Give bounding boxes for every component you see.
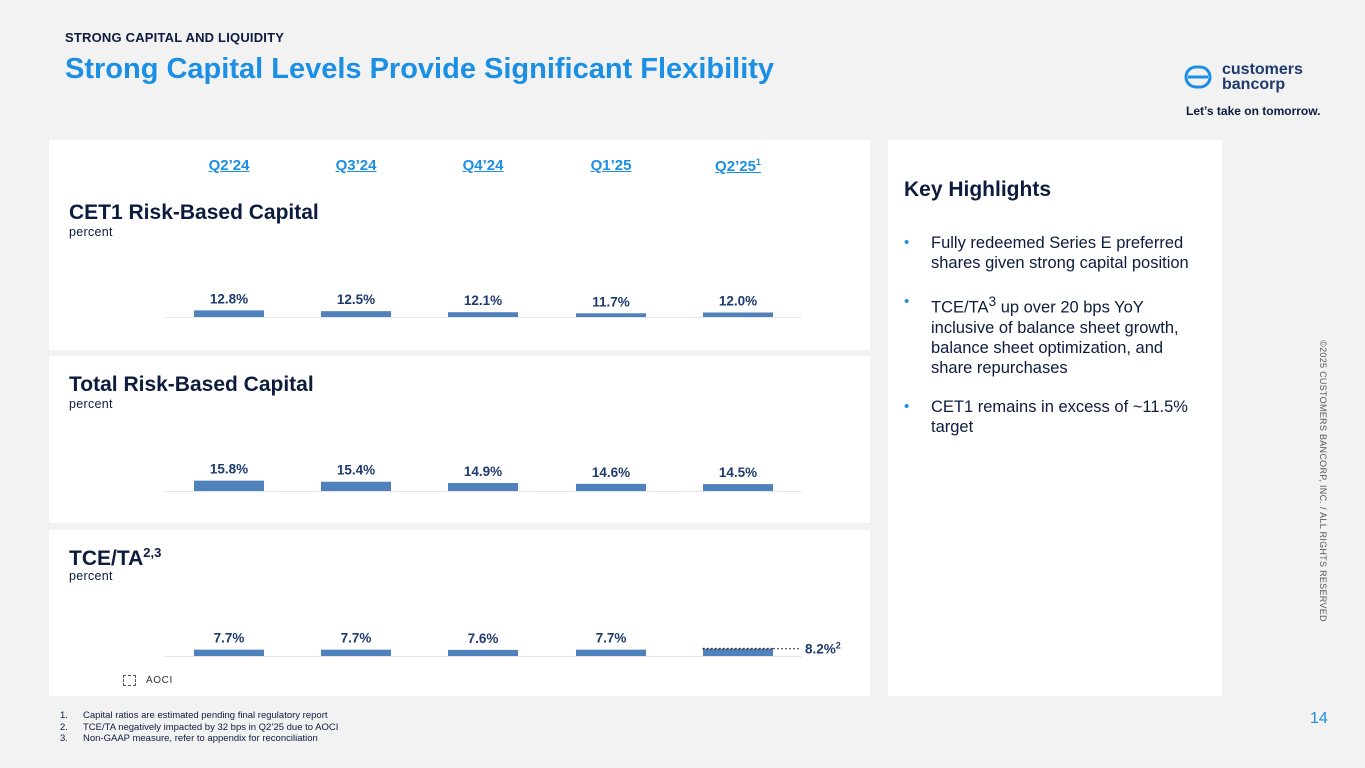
bar-value-label: 14.5% bbox=[719, 465, 757, 480]
aoci-segment bbox=[702, 647, 774, 650]
bar bbox=[448, 483, 518, 491]
footnote-text: Non-GAAP measure, refer to appendix for … bbox=[83, 733, 318, 744]
quarter-label: Q1’25 bbox=[590, 157, 632, 174]
bar-value-label: 7.7% bbox=[596, 631, 627, 646]
highlights-title: Key Highlights bbox=[904, 178, 1052, 201]
copyright-notice: ©2025 CUSTOMERS BANCORP, INC. / ALL RIGH… bbox=[1318, 340, 1328, 622]
bar-value-label: 15.8% bbox=[210, 462, 248, 477]
bar-value-label: 7.7% bbox=[214, 631, 245, 646]
highlight-text: TCE/TA bbox=[931, 298, 989, 317]
bar-value-label: 14.9% bbox=[464, 464, 502, 479]
chart-title-text: TCE/TA bbox=[69, 547, 144, 570]
chart-title: CET1 Risk-Based Capital bbox=[69, 201, 319, 224]
bar bbox=[321, 649, 391, 656]
footnote-text: TCE/TA negatively impacted by 32 bps in … bbox=[83, 721, 339, 733]
bar bbox=[576, 313, 646, 317]
bar bbox=[194, 480, 264, 491]
highlights-list: Fully redeemed Series E preferred shares… bbox=[904, 233, 1208, 437]
chart-title-sup: 2,3 bbox=[143, 545, 162, 560]
chart-title: TCE/TA2,3 bbox=[69, 545, 161, 571]
quarter-label: Q2’24 bbox=[208, 157, 250, 174]
bar bbox=[703, 312, 773, 317]
quarter-label-sup: 1 bbox=[755, 157, 761, 167]
quarter-label: Q3’24 bbox=[335, 157, 377, 174]
bar-value-label: 12.1% bbox=[464, 293, 502, 308]
total-rbc-chart-panel: Total Risk-Based Capital percent 15.8% 15… bbox=[49, 356, 870, 523]
logo: customers bancorp bbox=[1184, 61, 1303, 93]
bar bbox=[448, 312, 518, 317]
quarter-label: Q4’24 bbox=[462, 157, 504, 174]
tce-ta-bar-chart: 7.7% 7.7% 7.6% 7.7% 7.9% 8.2%2 bbox=[165, 631, 841, 670]
page-title: Strong Capital Levels Provide Significan… bbox=[65, 53, 775, 85]
bar-value-label: 14.6% bbox=[592, 465, 630, 480]
bar bbox=[321, 481, 391, 491]
cet1-bar-chart: 12.8% 12.5% 12.1% 11.7% 12.0% bbox=[165, 291, 802, 318]
tagline: Let’s take on tomorrow. bbox=[1186, 104, 1321, 118]
aoci-adjusted-label-sup: 2 bbox=[836, 641, 841, 651]
highlight-item: TCE/TA3 up over 20 bps YoY inclusive of … bbox=[904, 292, 1208, 378]
highlight-text: up over 20 bps YoY inclusive of balance … bbox=[931, 298, 1179, 377]
copyright-text: ©2025 CUSTOMERS BANCORP, INC. / ALL RIGH… bbox=[1318, 340, 1328, 622]
bar-value-label: 12.8% bbox=[210, 291, 248, 306]
aoci-legend-label: AOCI bbox=[146, 675, 173, 686]
bar bbox=[194, 649, 264, 656]
footnotes: 1. Capital ratios are estimated pending f… bbox=[60, 710, 338, 745]
customers-bancorp-logo-icon bbox=[1184, 65, 1212, 89]
page-number: 14 bbox=[1310, 710, 1328, 727]
bar bbox=[703, 484, 773, 491]
tce-ta-chart-panel: TCE/TA2,3 percent 7.7% 7.7% 7.6% 7.7% 7.9% 8.… bbox=[49, 530, 870, 696]
bar bbox=[576, 649, 646, 656]
bar-value-label: 11.7% bbox=[592, 294, 630, 309]
highlight-item: CET1 remains in excess of ~11.5% target bbox=[904, 397, 1208, 437]
chart-subtitle: percent bbox=[69, 397, 113, 411]
section-label: STRONG CAPITAL AND LIQUIDITY bbox=[65, 30, 285, 45]
bar-value-label: 7.9% bbox=[723, 655, 753, 670]
highlight-sup: 3 bbox=[988, 294, 997, 309]
footnote: 2. TCE/TA negatively impacted by 32 bps i… bbox=[60, 722, 338, 734]
footnote: 1. Capital ratios are estimated pending f… bbox=[60, 710, 338, 722]
bar bbox=[321, 311, 391, 317]
aoci-legend: AOCI bbox=[123, 675, 173, 686]
footnote-number: 2. bbox=[60, 721, 68, 733]
chart-subtitle: percent bbox=[69, 225, 113, 239]
cet1-chart-panel: CET1 Risk-Based Capital percent 12.8% 12.… bbox=[49, 140, 870, 350]
bar-value-label: 15.4% bbox=[337, 463, 375, 478]
bar bbox=[576, 483, 646, 491]
total-rbc-bar-chart: 15.8% 15.4% 14.9% 14.6% 14.5% bbox=[165, 462, 802, 492]
bar-value-label: 12.0% bbox=[719, 293, 757, 308]
bar-value-label: 7.6% bbox=[468, 631, 499, 646]
bar bbox=[448, 649, 518, 656]
aoci-adjusted-label: 8.2%2 bbox=[805, 641, 841, 657]
aoci-legend-swatch bbox=[123, 675, 136, 686]
bar bbox=[703, 649, 773, 656]
quarter-label: Q2’251 bbox=[715, 157, 761, 175]
logo-line-2: bancorp bbox=[1222, 76, 1286, 93]
logo-line-1: customers bbox=[1222, 61, 1303, 78]
footnote: 3. Non-GAAP measure, refer to appendix fo… bbox=[60, 733, 338, 745]
chart-subtitle: percent bbox=[69, 569, 113, 583]
highlight-item: Fully redeemed Series E preferred shares… bbox=[904, 233, 1208, 273]
footnote-number: 3. bbox=[60, 733, 68, 744]
footnote-text: Capital ratios are estimated pending fin… bbox=[83, 710, 328, 721]
bar-value-label: 7.7% bbox=[341, 631, 372, 646]
bar bbox=[194, 310, 264, 317]
chart-title: Total Risk-Based Capital bbox=[69, 373, 314, 396]
bar-value-label: 12.5% bbox=[337, 292, 375, 307]
key-highlights-panel: Key Highlights Fully redeemed Series E p… bbox=[888, 140, 1222, 696]
logo-text: customers bancorp bbox=[1222, 61, 1303, 93]
footnote-number: 1. bbox=[60, 710, 68, 721]
